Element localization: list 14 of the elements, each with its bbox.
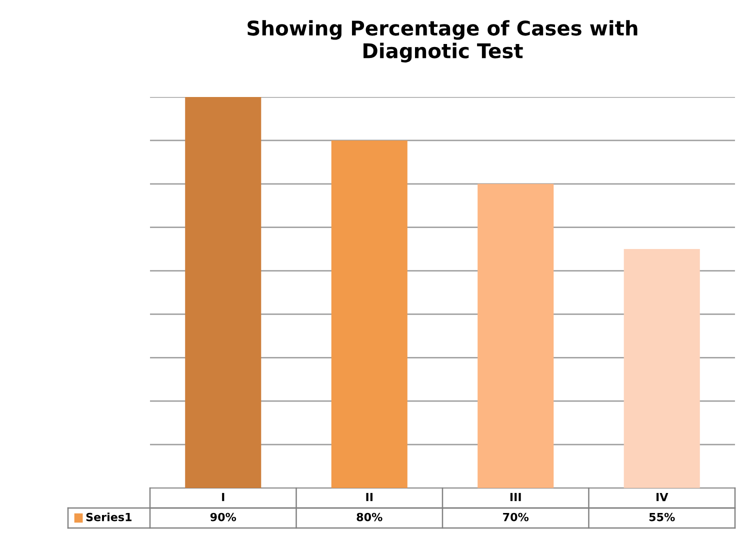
legend-label: Series1 [86,512,132,522]
x-tick-label: IV [656,492,668,502]
data-label: 90% [210,512,236,522]
data-label: 55% [649,512,675,522]
data-label: 80% [356,512,382,522]
x-tick-label: III [510,492,521,502]
bar [185,97,262,488]
bar [624,249,700,488]
x-tick-label: II [366,492,372,502]
bar [478,184,554,488]
data-label: 70% [503,512,529,522]
chart-title: Showing Percentage of Cases with Diagnotic Test [248,20,638,62]
bar [331,140,408,488]
x-tick-label: I [222,492,224,502]
